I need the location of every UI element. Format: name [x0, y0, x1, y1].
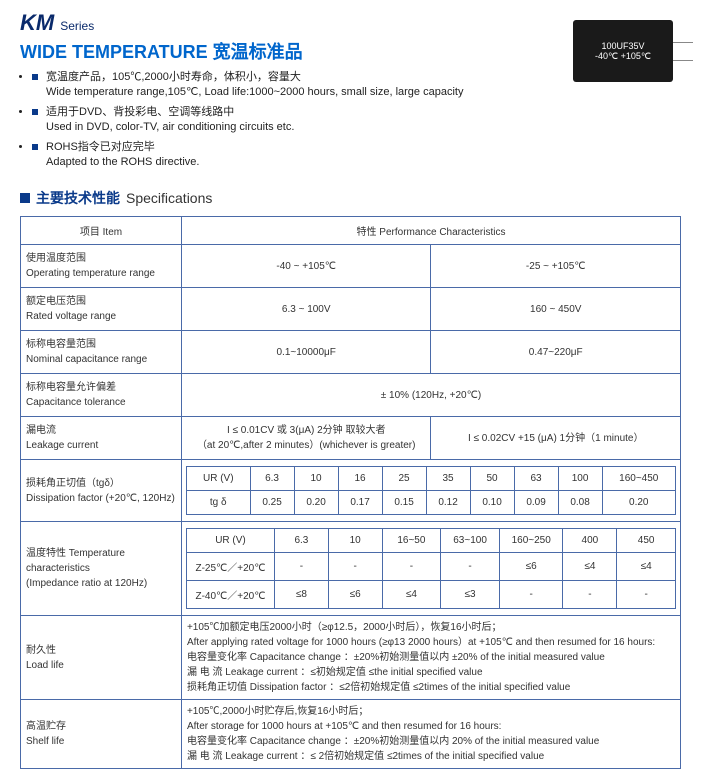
feature-list: 宽温度产品，105℃,2000小时寿命，体积小，容量大Wide temperat… — [32, 70, 573, 170]
inner-cell: 0.15 — [382, 491, 426, 515]
inner-cell: ≤4 — [617, 553, 676, 581]
inner-cell: - — [617, 581, 676, 609]
inner-cell: ≤4 — [382, 581, 441, 609]
shelf-label: 高温贮存Shelf life — [21, 700, 182, 769]
inner-cell: 50 — [470, 467, 514, 491]
inner-cell: ≤6 — [499, 553, 563, 581]
inner-cell: 25 — [382, 467, 426, 491]
section-title-cn: 主要技术性能 — [36, 188, 120, 208]
temperature-inner-table: UR (V)6.31016~5063~100160~250400450 Z-25℃… — [186, 528, 676, 609]
feature-item: 适用于DVD、背投彩电、空调等线路中Used in DVD, color-TV,… — [32, 105, 573, 136]
inner-cell: UR (V) — [186, 529, 274, 553]
feature-item: 宽温度产品，105℃,2000小时寿命，体积小，容量大Wide temperat… — [32, 70, 573, 101]
inner-cell: 63~100 — [441, 529, 500, 553]
inner-cell: 450 — [617, 529, 676, 553]
inner-cell: - — [441, 553, 500, 581]
inner-cell: - — [563, 581, 617, 609]
spec-table: 项目 Item 特性 Performance Characteristics 使… — [20, 216, 681, 769]
dissip-label: 损耗角正切值（tgδ）Dissipation factor (+20℃, 120… — [21, 460, 182, 522]
shelf-text: +105℃,2000小时贮存后,恢复16小时后；After storage fo… — [181, 700, 680, 769]
inner-cell: 6.3 — [250, 467, 294, 491]
inner-cell: 10 — [294, 467, 338, 491]
inner-cell: 16 — [338, 467, 382, 491]
wide-temp-title: WIDE TEMPERATURE 宽温标准品 — [20, 38, 573, 64]
inner-cell: UR (V) — [186, 467, 250, 491]
inner-cell: 35 — [426, 467, 470, 491]
table-row-value: ± 10% (120Hz, +20℃) — [181, 374, 680, 417]
load-text: +105℃加额定电压2000小时（≥φ12.5，2000小时后），恢复16小时后… — [181, 616, 680, 700]
table-row-value: 0.47~220μF — [431, 331, 681, 374]
inner-cell: Z-40℃／+20℃ — [186, 581, 274, 609]
table-row-value: -25 ~ +105℃ — [431, 245, 681, 288]
inner-cell: 100 — [558, 467, 602, 491]
inner-cell: 0.25 — [250, 491, 294, 515]
inner-cell: 0.10 — [470, 491, 514, 515]
table-row-label: 使用温度范围Operating temperature range — [21, 245, 182, 288]
temp-label: 温度特性 Temperature characteristics(Impedan… — [21, 522, 182, 616]
inner-cell: Z-25℃／+20℃ — [186, 553, 274, 581]
inner-cell: 400 — [563, 529, 617, 553]
inner-cell: - — [382, 553, 441, 581]
table-row-value: I ≤ 0.01CV 或 3(μA) 2分钟 取较大者（at 20℃,after… — [181, 417, 431, 460]
col-perf: 特性 Performance Characteristics — [181, 217, 680, 245]
inner-cell: tg δ — [186, 491, 250, 515]
inner-cell: 0.17 — [338, 491, 382, 515]
col-item: 项目 Item — [21, 217, 182, 245]
table-row-value: 6.3 ~ 100V — [181, 288, 431, 331]
table-row-label: 额定电压范围Rated voltage range — [21, 288, 182, 331]
inner-cell: - — [275, 553, 329, 581]
inner-cell: 0.08 — [558, 491, 602, 515]
capacitor-image: 100UF35V -40℃ +105℃ — [573, 20, 673, 82]
series-sub: Series — [60, 19, 94, 33]
table-row-value: 160 ~ 450V — [431, 288, 681, 331]
table-row-value: I ≤ 0.02CV +15 (μA) 1分钟（1 minute） — [431, 417, 681, 460]
inner-cell: - — [499, 581, 563, 609]
dissipation-inner-table: UR (V)6.3101625355063100160~450tg δ0.250… — [186, 466, 676, 515]
series-main: KM — [20, 10, 54, 36]
inner-cell: 160~450 — [602, 467, 675, 491]
inner-cell: ≤6 — [328, 581, 382, 609]
cap-label-2: -40℃ +105℃ — [595, 51, 651, 62]
inner-cell: 0.20 — [602, 491, 675, 515]
table-row-label: 漏电流Leakage current — [21, 417, 182, 460]
inner-cell: 0.20 — [294, 491, 338, 515]
inner-cell: ≤4 — [563, 553, 617, 581]
table-row-label: 标称电容量允许偏差Capacitance tolerance — [21, 374, 182, 417]
inner-cell: 160~250 — [499, 529, 563, 553]
table-row-value: -40 ~ +105℃ — [181, 245, 431, 288]
inner-cell: ≤8 — [275, 581, 329, 609]
inner-cell: 10 — [328, 529, 382, 553]
inner-cell: ≤3 — [441, 581, 500, 609]
table-row-label: 标称电容量范围Nominal capacitance range — [21, 331, 182, 374]
inner-cell: 6.3 — [275, 529, 329, 553]
table-row-value: 0.1~10000μF — [181, 331, 431, 374]
inner-cell: 16~50 — [382, 529, 441, 553]
inner-cell: 63 — [514, 467, 558, 491]
load-label: 耐久性Load life — [21, 616, 182, 700]
feature-item: ROHS指令已对应完毕Adapted to the ROHS directive… — [32, 140, 573, 171]
section-title-en: Specifications — [126, 190, 212, 206]
inner-cell: 0.09 — [514, 491, 558, 515]
cap-label-1: 100UF35V — [601, 41, 644, 51]
inner-cell: 0.12 — [426, 491, 470, 515]
inner-cell: - — [328, 553, 382, 581]
